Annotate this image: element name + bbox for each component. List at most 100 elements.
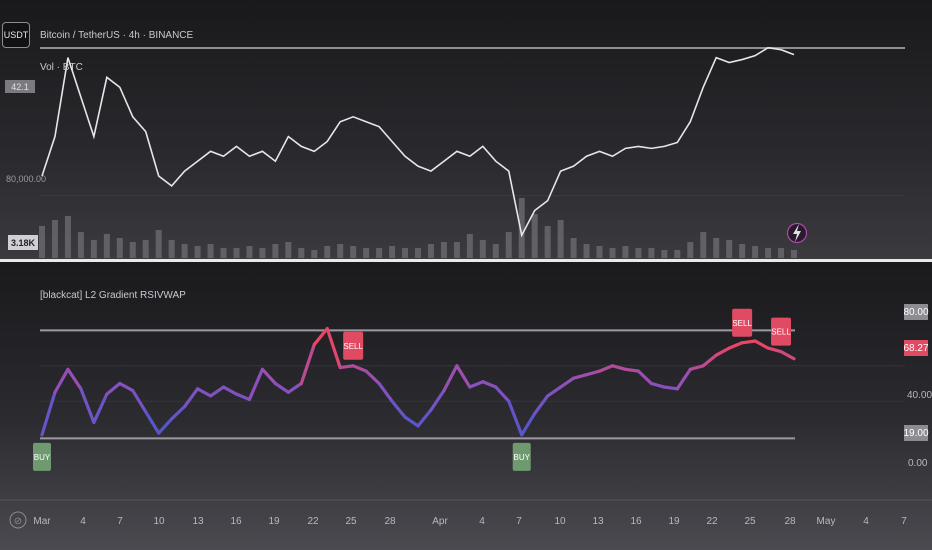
oscillator-segment — [416, 408, 433, 428]
lightning-icon[interactable] — [787, 215, 807, 251]
oscillator-segment — [779, 350, 796, 361]
oscillator-segment — [559, 376, 576, 389]
volume-bar — [427, 244, 434, 258]
price-scale-label: 80,000.00 — [6, 174, 47, 184]
oscillator-segment — [610, 364, 628, 371]
oscillator-segment — [247, 367, 265, 402]
oscillator-segment — [234, 392, 252, 402]
volume-bar — [103, 234, 110, 258]
time-axis-label: 19 — [668, 516, 680, 527]
volume-bar — [791, 250, 797, 258]
oscillator-segment — [195, 387, 213, 398]
oscillator-segment — [208, 385, 226, 398]
time-axis-label: Apr — [432, 516, 448, 527]
buy-signal: BUY — [33, 442, 51, 471]
time-axis-label: 19 — [268, 516, 280, 527]
oscillator-segment — [662, 385, 679, 391]
volume-bar — [674, 250, 681, 258]
oscillator-segment — [66, 367, 83, 391]
oscillator-segment — [131, 388, 148, 414]
volume-legend[interactable]: Vol · BTC — [40, 62, 83, 73]
pane-divider[interactable] — [0, 259, 932, 262]
oscillator-segment — [455, 364, 472, 389]
time-axis-label: 22 — [706, 516, 718, 527]
sell-flag — [343, 331, 364, 360]
volume-bar — [207, 244, 214, 258]
volume-badge: 3.18K — [8, 235, 38, 250]
symbol-title[interactable]: Bitcoin / TetherUS · 4h · BINANCE — [40, 30, 194, 41]
buy-flag — [33, 442, 51, 471]
time-axis-label: 7 — [516, 516, 522, 527]
time-axis-label: Mar — [33, 516, 51, 527]
volume-bar — [466, 234, 473, 258]
time-axis-label: 10 — [153, 516, 165, 527]
volume-bar — [363, 248, 370, 258]
volume-bar — [453, 242, 460, 258]
price-pane[interactable] — [0, 0, 932, 259]
volume-bar — [272, 244, 279, 258]
volume-bar — [609, 248, 616, 258]
buy-label: BUY — [34, 453, 51, 462]
oscillator-segment — [157, 417, 174, 435]
volume-bar — [142, 240, 149, 258]
goto-date-icon[interactable] — [9, 511, 27, 529]
currency-button[interactable]: USDT — [2, 22, 30, 48]
oscillator-segment — [79, 387, 96, 425]
oscillator-segment — [481, 380, 498, 389]
oscillator-segment — [312, 327, 329, 347]
scale-label-40: 40.00 — [907, 390, 932, 401]
volume-bar — [479, 240, 486, 258]
volume-bar — [622, 246, 629, 258]
volume-bar — [518, 198, 525, 258]
sell-label: SELL — [771, 328, 791, 337]
time-axis-label: 16 — [230, 516, 242, 527]
volume-bar — [285, 242, 292, 258]
time-axis-label: May — [817, 516, 836, 527]
oscillator-segment — [494, 385, 511, 403]
oscillator-segment — [649, 381, 666, 389]
time-axis-label: 4 — [479, 516, 485, 527]
volume-bar — [259, 248, 266, 258]
oscillator-segment — [701, 353, 718, 368]
volume-bar — [389, 246, 396, 258]
volume-bar — [181, 244, 188, 258]
oscillator-segment — [92, 392, 109, 425]
volume-bar — [492, 244, 499, 258]
oscillator-segment — [597, 364, 615, 373]
oscillator-segment — [584, 369, 602, 377]
oscillator-segment — [429, 388, 446, 412]
volume-bar — [415, 248, 421, 258]
time-axis-label: 7 — [117, 516, 123, 527]
oscillator-segment — [546, 385, 563, 398]
oscillator-segment — [571, 373, 589, 380]
volume-bar — [298, 248, 305, 258]
oscillator-segment — [183, 387, 200, 409]
volume-bar — [402, 248, 409, 258]
time-axis-label: 25 — [744, 516, 756, 527]
oscillator-segment — [403, 415, 420, 428]
time-axis-label: 16 — [630, 516, 642, 527]
indicator-title[interactable]: [blackcat] L2 Gradient RSIVWAP — [40, 290, 186, 301]
volume-bar — [233, 248, 240, 258]
oscillator-segment — [675, 367, 692, 391]
oscillator-segment — [636, 369, 653, 386]
volume-bar — [596, 246, 603, 258]
volume-bar — [51, 220, 58, 258]
volume-bar — [194, 246, 201, 258]
volume-bar — [337, 244, 344, 258]
volume-bar — [77, 232, 84, 258]
oscillator-segment — [325, 327, 342, 370]
volume-bar — [168, 240, 175, 258]
oscillator-segment — [40, 390, 57, 437]
oscillator-segment — [390, 399, 407, 419]
volume-bar — [440, 242, 447, 258]
volume-bar — [129, 242, 136, 258]
volume-bar — [90, 240, 97, 258]
oscillator-segment — [766, 346, 783, 354]
oscillator-segment — [170, 404, 187, 421]
oscillator-segment — [507, 399, 524, 437]
time-axis-label: 22 — [307, 516, 319, 527]
volume-bar — [505, 232, 512, 258]
indicator-pane[interactable] — [0, 262, 932, 550]
